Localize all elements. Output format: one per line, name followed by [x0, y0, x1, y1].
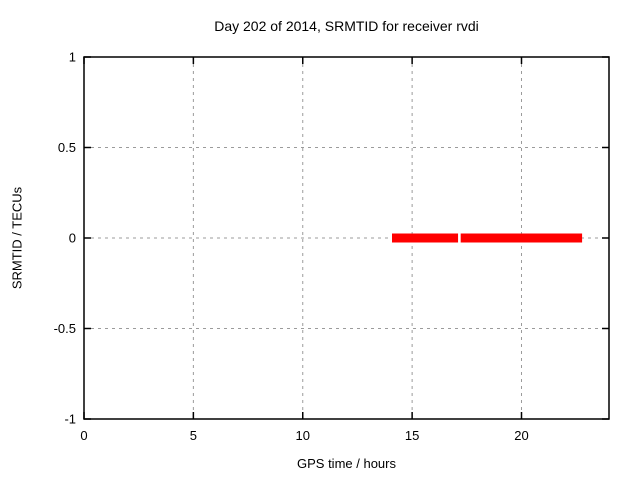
chart-title: Day 202 of 2014, SRMTID for receiver rvd…	[214, 18, 479, 34]
y-axis-label: SRMTID / TECUs	[9, 186, 25, 290]
y-tick-label: -1	[64, 412, 76, 427]
x-tick-label: 5	[190, 428, 197, 443]
y-tick-label: -0.5	[54, 321, 76, 336]
y-tick-label: 1	[69, 50, 76, 65]
x-tick-label: 10	[296, 428, 310, 443]
x-axis-label: GPS time / hours	[297, 456, 396, 471]
x-tick-label: 20	[514, 428, 528, 443]
y-tick-label: 0	[69, 231, 76, 246]
x-tick-label: 15	[405, 428, 419, 443]
y-tick-label: 0.5	[58, 140, 76, 155]
x-tick-label: 0	[80, 428, 87, 443]
